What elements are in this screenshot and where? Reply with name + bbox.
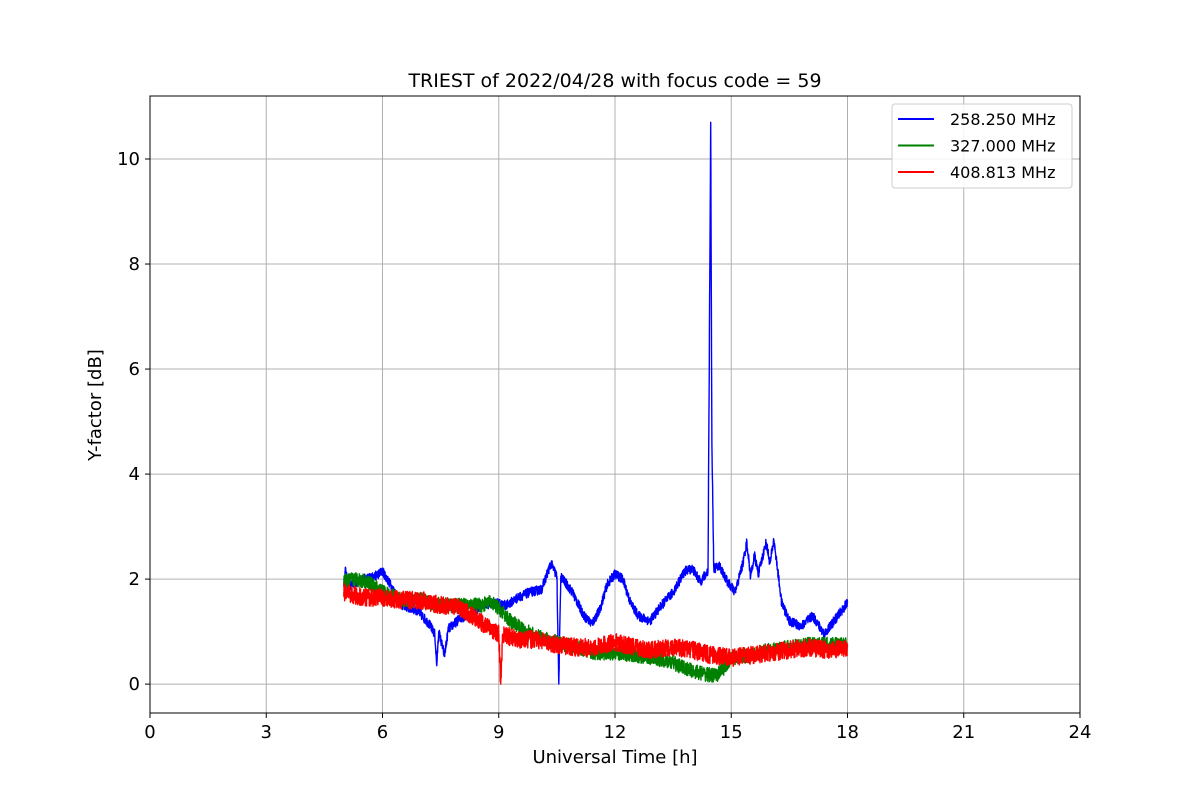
x-axis: 0 3 6 9 12 15 18 21 24 (144, 713, 1091, 743)
series-line-3 (343, 582, 849, 685)
x-tick-label: 0 (144, 722, 155, 743)
x-tick-label: 18 (836, 722, 859, 743)
y-tick-label: 0 (129, 674, 140, 695)
x-tick-label: 12 (604, 722, 627, 743)
x-tick-label: 9 (493, 722, 504, 743)
y-axis-label: Y-factor [dB] (85, 349, 106, 462)
y-tick-label: 2 (129, 569, 140, 590)
x-tick-label: 6 (377, 722, 388, 743)
plot-area (343, 121, 849, 685)
legend-label-3: 408.813 MHz (950, 163, 1055, 182)
legend-label-2: 327.000 MHz (950, 137, 1055, 156)
y-tick-label: 10 (117, 149, 140, 170)
y-tick-label: 8 (129, 254, 140, 275)
x-tick-label: 21 (952, 722, 975, 743)
legend-label-1: 258.250 MHz (950, 110, 1055, 129)
x-tick-label: 15 (720, 722, 743, 743)
legend-frame (891, 103, 1073, 189)
series-line-1 (343, 121, 849, 685)
y-tick-label: 6 (129, 359, 140, 380)
chart-title: TRIEST of 2022/04/28 with focus code = 5… (407, 70, 821, 92)
x-tick-label: 24 (1069, 722, 1092, 743)
y-tick-label: 4 (129, 464, 140, 485)
x-tick-label: 3 (261, 722, 272, 743)
y-axis: 0 2 4 6 8 10 (117, 149, 150, 695)
x-axis-label: Universal Time [h] (532, 747, 697, 768)
legend: 258.250 MHz 327.000 MHz 408.813 MHz (891, 103, 1073, 189)
